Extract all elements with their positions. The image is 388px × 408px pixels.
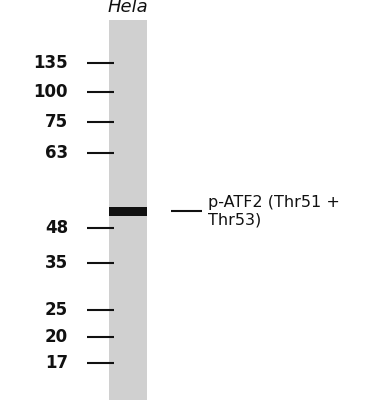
Text: Hela: Hela	[108, 0, 148, 16]
Text: 25: 25	[45, 301, 68, 319]
Text: 100: 100	[33, 83, 68, 101]
Text: 75: 75	[45, 113, 68, 131]
Text: 63: 63	[45, 144, 68, 162]
Text: 135: 135	[33, 54, 68, 72]
Text: 17: 17	[45, 354, 68, 372]
Bar	[109, 207, 147, 216]
Text: 20: 20	[45, 328, 68, 346]
Text: p-ATF2 (Thr51 +
Thr53): p-ATF2 (Thr51 + Thr53)	[208, 195, 340, 228]
Text: 48: 48	[45, 220, 68, 237]
Text: 35: 35	[45, 254, 68, 272]
Bar	[109, 20, 147, 400]
